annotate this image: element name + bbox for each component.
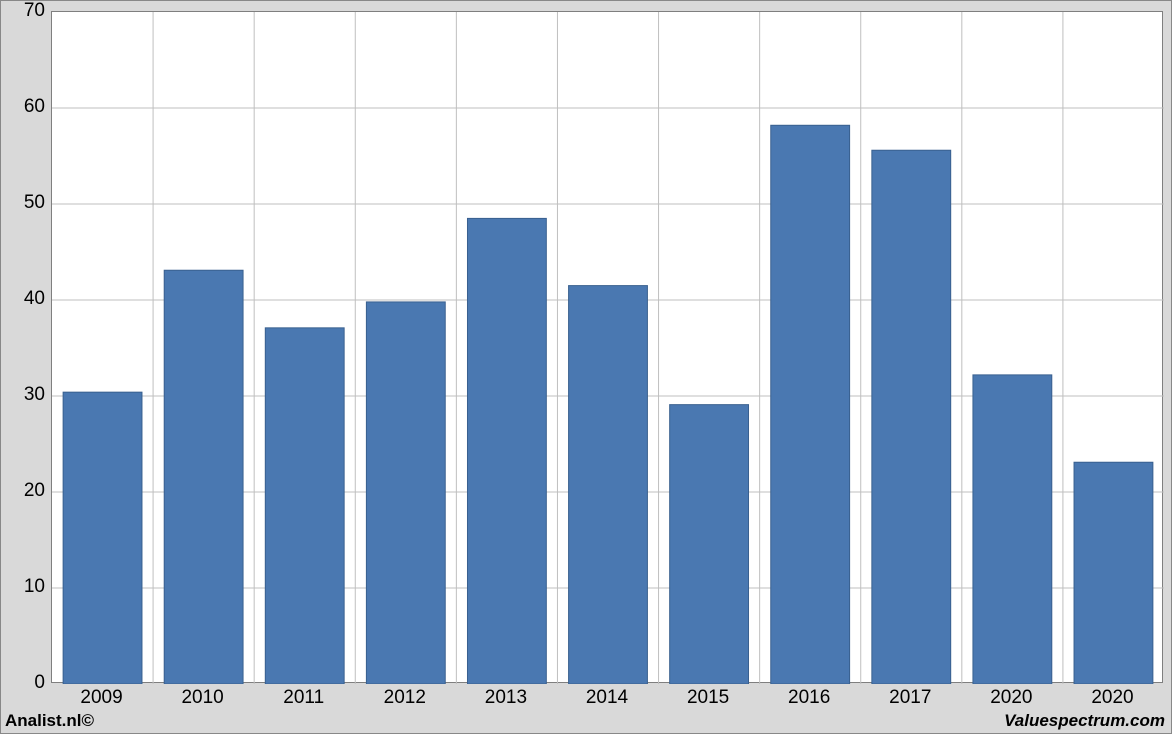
bar	[467, 218, 546, 684]
y-tick-label: 40	[5, 288, 45, 310]
x-tick-label: 2012	[375, 687, 435, 709]
y-tick-label: 30	[5, 384, 45, 406]
bar	[63, 392, 142, 684]
bar	[670, 405, 749, 684]
x-tick-label: 2010	[173, 687, 233, 709]
x-tick-label: 2020	[981, 687, 1041, 709]
chart-container: 0 10 20 30 40 50 60 70 2009 2010 2011 2012 2013 2014…	[0, 0, 1172, 734]
x-tick-label: 2013	[476, 687, 536, 709]
bar	[164, 270, 243, 684]
bar	[771, 125, 850, 684]
y-tick-label: 50	[5, 192, 45, 214]
x-tick-label: 2009	[72, 687, 132, 709]
y-tick-label: 20	[5, 480, 45, 502]
bar	[973, 375, 1052, 684]
x-tick-label: 2016	[779, 687, 839, 709]
x-tick-label: 2014	[577, 687, 637, 709]
y-tick-label: 70	[5, 0, 45, 22]
bar	[872, 150, 951, 684]
x-tick-label: 2015	[678, 687, 738, 709]
x-tick-label: 2020	[1082, 687, 1142, 709]
bar	[569, 286, 648, 684]
plot-area	[51, 11, 1163, 683]
plot-svg	[52, 12, 1164, 684]
y-tick-label: 10	[5, 576, 45, 598]
y-tick-label: 0	[5, 672, 45, 694]
x-tick-label: 2011	[274, 687, 334, 709]
bar	[265, 328, 344, 684]
footer-left-text: Analist.nl©	[5, 711, 94, 731]
y-tick-label: 60	[5, 96, 45, 118]
bar	[1074, 462, 1153, 684]
bar	[366, 302, 445, 684]
x-tick-label: 2017	[880, 687, 940, 709]
footer-right-text: Valuespectrum.com	[1004, 711, 1165, 731]
